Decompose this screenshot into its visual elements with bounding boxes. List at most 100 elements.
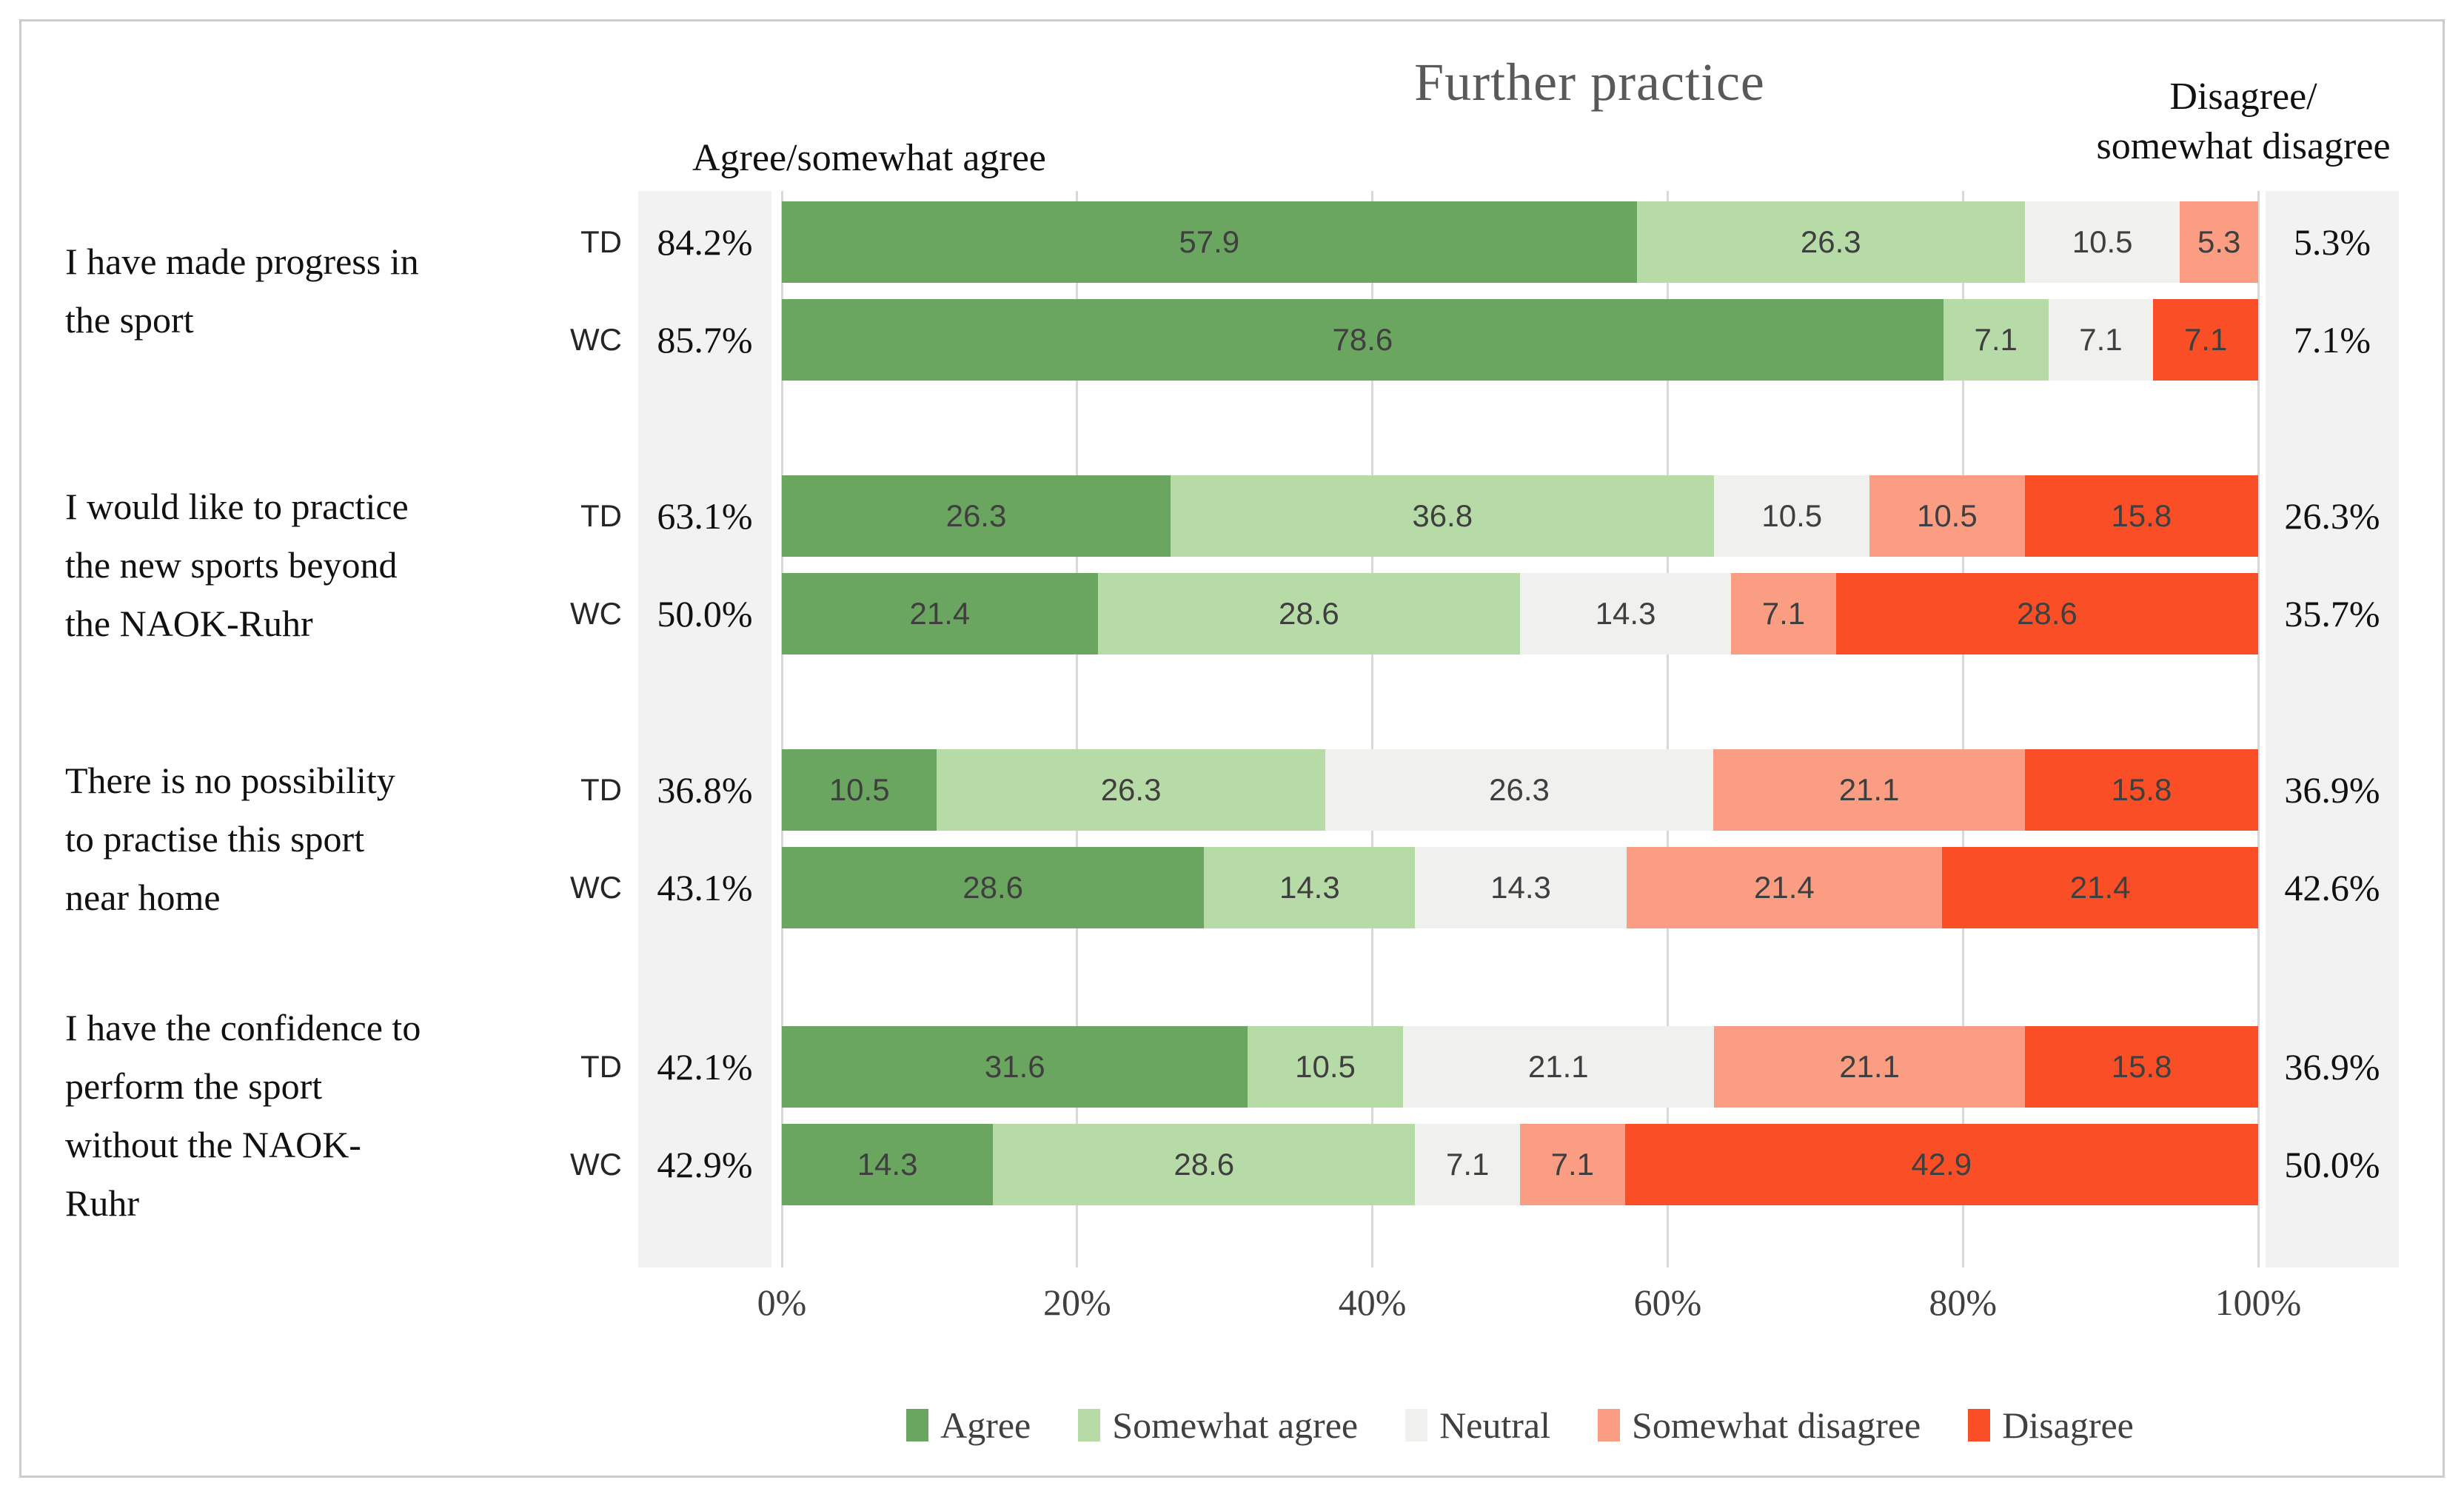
gridline [1371,191,1374,1267]
legend-item: Somewhat disagree [1598,1404,1921,1447]
legend-label: Agree [940,1404,1031,1446]
segment-value-label: 15.8 [2111,1049,2172,1084]
segment-value-label: 14.3 [857,1147,918,1182]
legend-item: Agree [906,1404,1031,1447]
row-label-td: TD [580,772,622,807]
statement-text: I have the confidence to perform the spo… [65,1007,421,1224]
bar-row: 21.4 28.6 14.3 7.1 28.6 [782,573,2258,654]
bar-row: 31.6 10.5 21.1 21.1 15.8 [782,1026,2258,1108]
bar-segment-neutral: 10.5 [2024,201,2180,283]
legend-item: Disagree [1968,1404,2134,1447]
disagree-column-header-line2: somewhat disagree [2096,124,2391,167]
segment-value-label: 10.5 [1295,1049,1356,1084]
gridline [780,191,783,1267]
segment-value-label: 21.1 [1527,1049,1589,1084]
row-label-wc: WC [570,322,622,357]
bar-segment-neutral: 14.3 [1520,573,1732,654]
bar-segment-disagree: 7.1 [2153,299,2259,381]
segment-value-label: 10.5 [1916,498,1978,533]
bar-segment-disagree: 15.8 [2024,475,2259,557]
bar-row: 28.6 14.3 14.3 21.4 21.4 [782,847,2258,928]
agree-total: 85.7% [657,319,753,361]
legend-label: Neutral [1439,1404,1551,1446]
bar-segment-somewhat-agree: 26.3 [1636,201,2025,283]
bar-segment-somewhat-disagree: 21.1 [1713,1026,2026,1108]
bar-segment-disagree: 21.4 [1942,847,2258,928]
bar-segment-neutral: 7.1 [1415,1124,1520,1205]
bar-row: 78.6 7.1 7.1 7.1 [782,299,2259,381]
segment-value-label: 28.6 [2016,596,2078,631]
bar-segment-agree: 31.6 [782,1026,1248,1108]
segment-value-label: 7.1 [1446,1147,1490,1182]
bar-segment-neutral: 21.1 [1402,1026,1714,1108]
segment-value-label: 26.3 [1800,224,1861,259]
bar-segment-somewhat-disagree: 21.1 [1713,749,2025,831]
disagree-total: 7.1% [2293,319,2371,361]
bar-row: 26.3 36.8 10.5 10.5 15.8 [782,475,2259,557]
agree-total: 43.1% [657,867,753,908]
segment-value-label: 26.3 [945,498,1007,533]
segment-value-label: 7.1 [1974,322,2018,357]
row-label-wc: WC [570,870,622,905]
x-tick-label: 100% [2214,1282,2302,1323]
legend-swatch-neutral [1405,1409,1428,1441]
segment-value-label: 7.1 [2079,322,2123,357]
segment-value-label: 26.3 [1100,772,1162,807]
row-label-td: TD [580,498,622,533]
legend-swatch-somewhat-disagree [1598,1409,1621,1441]
gridline [2257,191,2260,1267]
legend-label: Disagree [2002,1404,2134,1446]
segment-value-label: 10.5 [1761,498,1823,533]
agree-total: 42.1% [657,1046,753,1088]
bar-segment-somewhat-disagree: 5.3 [2180,201,2259,283]
segment-value-label: 31.6 [984,1049,1045,1084]
agree-total: 50.0% [657,593,753,634]
agree-total: 84.2% [657,221,753,263]
segment-value-label: 36.8 [1412,498,1473,533]
row-label-wc: WC [570,596,622,631]
bar-segment-somewhat-agree: 28.6 [1097,573,1520,654]
agree-total: 63.1% [657,495,753,537]
x-tick-label: 80% [1929,1282,1998,1323]
gridline [1666,191,1669,1267]
legend-label: Somewhat agree [1112,1404,1359,1446]
x-tick-label: 60% [1633,1282,1702,1323]
segment-value-label: 21.4 [2069,870,2131,905]
bar-segment-neutral: 14.3 [1415,847,1627,928]
agree-total-band [638,191,771,1267]
legend-swatch-agree [906,1409,929,1441]
statement-text: I would like to practice the new sports … [65,485,409,644]
segment-value-label: 57.9 [1179,224,1240,259]
segment-value-label: 15.8 [2111,498,2172,533]
disagree-total: 36.9% [2284,1046,2380,1088]
segment-value-label: 10.5 [2072,224,2133,259]
bar-segment-somewhat-disagree: 7.1 [1520,1124,1625,1205]
segment-value-label: 26.3 [1489,772,1550,807]
bar-segment-somewhat-agree: 28.6 [993,1124,1416,1205]
segment-value-label: 21.4 [909,596,971,631]
statement-text: I have made progress in the sport [65,241,419,341]
segment-value-label: 7.1 [2183,322,2228,357]
bar-segment-agree: 21.4 [782,573,1098,654]
bar-segment-agree: 10.5 [782,749,937,831]
disagree-column-header-line1: Disagree/ [2169,76,2317,118]
segment-value-label: 14.3 [1279,870,1340,905]
segment-value-label: 28.6 [1174,1147,1235,1182]
x-tick-label: 0% [757,1282,807,1323]
segment-value-label: 21.1 [1839,1049,1900,1084]
agree-column-header: Agree/somewhat agree [692,137,1046,179]
x-tick-label: 40% [1338,1282,1407,1323]
bar-segment-disagree: 15.8 [2024,749,2258,831]
bar-row: 57.9 26.3 10.5 5.3 [782,201,2259,283]
disagree-total-band [2266,191,2399,1267]
bar-segment-disagree: 42.9 [1624,1124,2258,1205]
bar-segment-neutral: 7.1 [2048,299,2154,381]
x-tick-label: 20% [1042,1282,1111,1323]
bar-segment-disagree: 15.8 [2025,1026,2258,1108]
row-label-td: TD [580,1049,622,1084]
segment-value-label: 5.3 [2197,224,2241,259]
bar-segment-somewhat-agree: 10.5 [1248,1026,1403,1108]
legend-swatch-disagree [1968,1409,1991,1441]
disagree-total: 42.6% [2284,867,2380,908]
